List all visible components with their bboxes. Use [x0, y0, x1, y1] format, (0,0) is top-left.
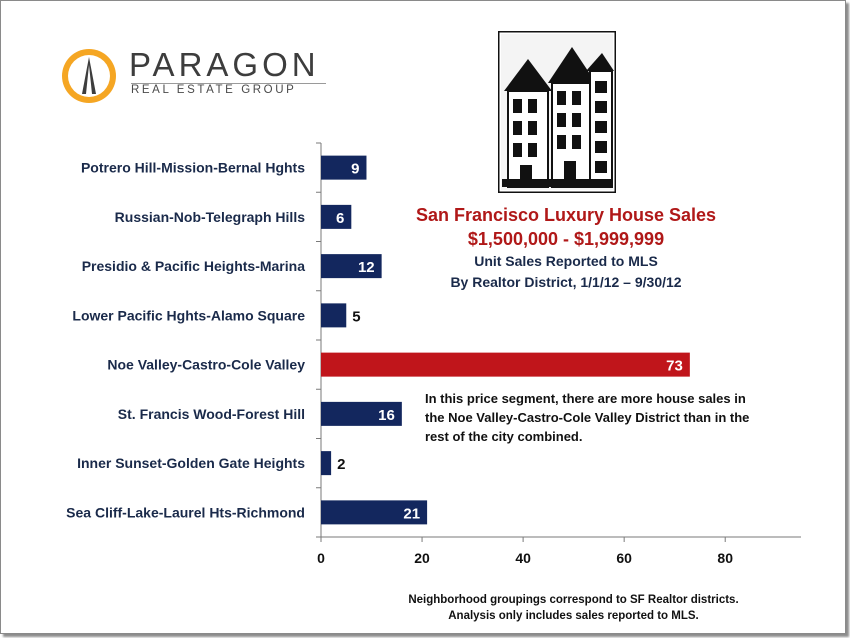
footnote-line-2: Analysis only includes sales reported to…	[448, 610, 699, 622]
category-label: Potrero Hill-Mission-Bernal Hghts	[81, 160, 305, 176]
annotation-note: In this price segment, there are more ho…	[425, 391, 750, 444]
bar	[321, 401, 402, 426]
x-tick-label: 20	[414, 550, 430, 566]
data-label: 5	[352, 308, 360, 325]
chart-title-block: San Francisco Luxury House Sales $1,500,…	[381, 203, 751, 293]
category-label: Noe Valley-Castro-Cole Valley	[107, 357, 305, 373]
footnote: Neighborhood groupings correspond to SF …	[381, 592, 766, 624]
bar	[321, 500, 428, 525]
x-tick-label: 80	[717, 550, 733, 566]
data-label: 2	[337, 456, 345, 473]
category-label: Presidio & Pacific Heights-Marina	[82, 258, 305, 274]
chart-title: San Francisco Luxury House Sales	[415, 205, 717, 225]
category-label: Sea Cliff-Lake-Laurel Hts-Richmond	[66, 504, 305, 520]
bar-highlight	[321, 352, 690, 377]
category-label: St. Francis Wood-Forest Hill	[118, 406, 305, 422]
data-label: 21	[403, 505, 420, 522]
paragon-logo-mark-icon	[62, 49, 116, 103]
logo-subtitle: REAL ESTATE GROUP	[131, 84, 297, 96]
category-label: Lower Pacific Hghts-Alamo Square	[72, 307, 305, 323]
paragon-logo: PARAGON REAL ESTATE GROUP	[61, 46, 331, 106]
data-label: 73	[666, 358, 683, 375]
x-tick-label: 40	[515, 550, 531, 566]
bar	[321, 451, 332, 476]
date-range: By Realtor District, 1/1/12 – 9/30/12	[450, 274, 682, 290]
bar	[321, 254, 382, 279]
chart-subtitle: Unit Sales Reported to MLS	[474, 253, 658, 269]
data-label: 12	[358, 259, 375, 276]
victorian-houses-illustration	[498, 31, 616, 193]
category-label: Russian-Nob-Telegraph Hills	[115, 209, 306, 225]
bar	[321, 303, 347, 328]
data-label: 16	[378, 407, 395, 424]
footnote-line-1: Neighborhood groupings correspond to SF …	[408, 594, 739, 606]
bar	[321, 155, 367, 180]
logo-name: PARAGON	[129, 46, 320, 83]
data-label: 9	[351, 161, 359, 178]
logo-divider	[131, 83, 326, 84]
bar	[321, 204, 352, 229]
category-label: Inner Sunset-Golden Gate Heights	[77, 455, 305, 471]
x-tick-label: 0	[317, 550, 325, 566]
data-label: 6	[336, 210, 344, 227]
price-range: $1,500,000 - $1,999,999	[467, 229, 665, 249]
x-tick-label: 60	[616, 550, 632, 566]
